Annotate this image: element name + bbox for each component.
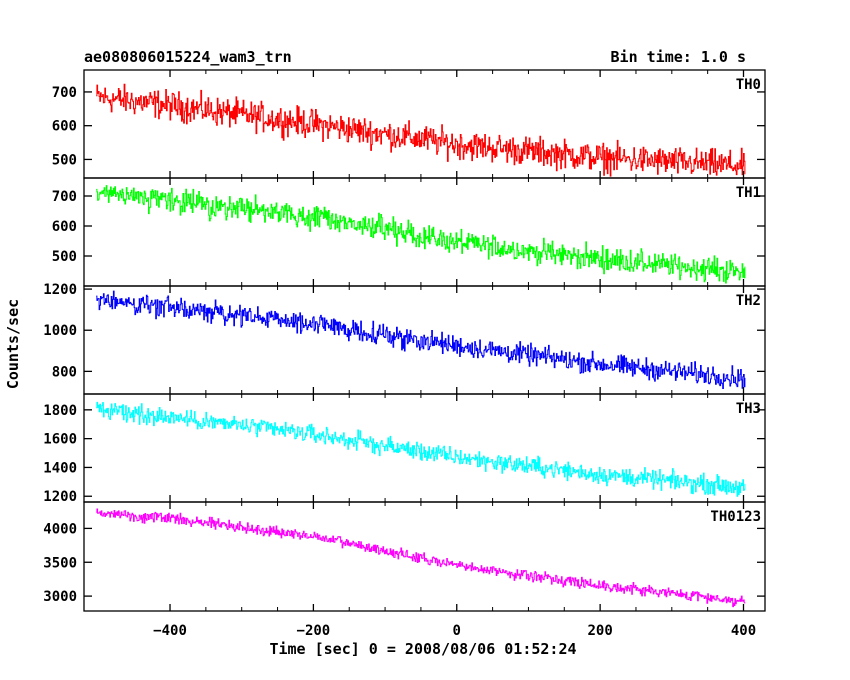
series-line-th3 (96, 401, 746, 497)
x-tick-label: 400 (731, 623, 756, 639)
y-tick-label: 3500 (43, 555, 77, 571)
series-line-th1 (96, 185, 746, 284)
bin-time-label: Bin time: 1.0 s (611, 48, 746, 66)
x-tick-label: −200 (297, 623, 331, 639)
panel-frame-th0123 (83, 501, 766, 612)
series-line-th2 (96, 290, 746, 389)
chart-title: ae080806015224_wam3_trn (84, 48, 292, 66)
y-tick-label: 700 (52, 189, 77, 205)
panel-frame-th2 (83, 285, 766, 395)
panels-group: 500 600 700 TH0 500 600 700 TH1 800 1000 1200 TH2 12… (43, 69, 766, 639)
series-line-th0 (96, 83, 746, 177)
panel-label-th3: TH3 (736, 401, 761, 417)
panel-label-th2: TH2 (736, 293, 761, 309)
y-tick-label: 1200 (43, 282, 77, 298)
y-tick-label: 500 (52, 249, 77, 265)
y-tick-label: 1000 (43, 323, 77, 339)
panel-label-th0: TH0 (736, 77, 761, 93)
y-tick-label: 600 (52, 119, 77, 135)
x-tick-label: 0 (453, 623, 461, 639)
y-tick-label: 600 (52, 219, 77, 235)
y-tick-label: 1800 (43, 403, 77, 419)
x-tick-label: −400 (153, 623, 187, 639)
panel-label-th1: TH1 (736, 185, 761, 201)
y-tick-label: 500 (52, 152, 77, 168)
y-tick-label: 1200 (43, 489, 77, 505)
series-line-th0123 (96, 508, 746, 608)
y-tick-label: 700 (52, 85, 77, 101)
y-axis-label: Counts/sec (4, 299, 22, 389)
panel-label-th0123: TH0123 (710, 509, 761, 525)
y-tick-label: 1400 (43, 460, 77, 476)
x-axis-label: Time [sec] 0 = 2008/08/06 01:52:24 (269, 640, 576, 658)
y-tick-label: 1600 (43, 432, 77, 448)
y-tick-label: 4000 (43, 521, 77, 537)
x-tick-label: 200 (587, 623, 612, 639)
y-tick-label: 3000 (43, 589, 77, 605)
y-tick-label: 800 (52, 364, 77, 380)
